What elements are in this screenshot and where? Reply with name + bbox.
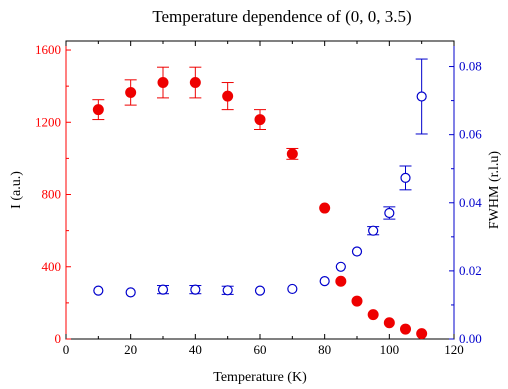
left-tick-label: 1600	[35, 42, 61, 57]
x-tick-label: 120	[444, 342, 464, 357]
fwhm-point	[287, 283, 298, 295]
x-tick-label: 40	[189, 342, 202, 357]
x-tick-label: 80	[318, 342, 331, 357]
right-tick-label: 0.04	[459, 195, 482, 210]
fwhm-point	[190, 284, 201, 295]
fwhm-point	[319, 276, 330, 287]
x-tick-label: 100	[380, 342, 400, 357]
x-tick-label: 20	[124, 342, 137, 357]
intensity-point	[416, 328, 428, 340]
x-axis-ticks: 0 20 40 60 80 100 120	[63, 41, 464, 357]
fwhm-point	[222, 285, 233, 296]
intensity-point	[189, 77, 201, 89]
intensity-point	[157, 77, 169, 89]
fwhm-point	[351, 246, 363, 257]
left-tick-label: 1200	[35, 114, 61, 129]
intensity-point	[254, 114, 266, 126]
left-y-axis-ticks: 0 400 800 1200 1600	[35, 42, 71, 346]
right-tick-label: 0.08	[459, 59, 482, 74]
fwhm-point	[157, 284, 169, 295]
fwhm-point	[416, 91, 427, 102]
right-tick-label: 0.00	[459, 331, 482, 346]
fwhm-point	[125, 287, 136, 298]
intensity-point	[286, 148, 298, 160]
left-tick-label: 0	[55, 331, 62, 346]
x-axis-label: Temperature (K)	[213, 370, 307, 385]
fwhm-point	[368, 225, 379, 236]
left-tick-label: 800	[42, 187, 62, 202]
intensity-point	[319, 202, 331, 214]
series-fwhm	[93, 58, 428, 298]
intensity-point	[383, 317, 395, 329]
right-tick-label: 0.06	[459, 127, 482, 142]
intensity-point	[367, 309, 379, 321]
fwhm-point	[335, 261, 346, 272]
fwhm-point	[254, 285, 266, 296]
right-y-axis-label: FWHM (r.l.u)	[487, 151, 502, 230]
intensity-point	[335, 275, 347, 287]
fwhm-point	[384, 207, 395, 219]
x-tick-label: 60	[254, 342, 267, 357]
intensity-point	[400, 323, 411, 335]
x-tick-label: 0	[63, 342, 70, 357]
right-y-axis-ticks: 0.00 0.02 0.04 0.06 0.08	[449, 59, 482, 346]
series-intensity	[92, 66, 428, 340]
right-tick-label: 0.02	[459, 263, 482, 278]
intensity-point	[351, 295, 363, 307]
fwhm-point	[93, 285, 104, 296]
chart-title: Temperature dependence of (0, 0, 3.5)	[152, 7, 411, 26]
fwhm-point	[400, 172, 411, 184]
intensity-point	[125, 86, 137, 98]
left-y-axis-label: I (a.u.)	[9, 171, 24, 209]
intensity-point	[222, 90, 234, 102]
left-tick-label: 400	[42, 259, 62, 274]
intensity-point	[92, 104, 104, 116]
